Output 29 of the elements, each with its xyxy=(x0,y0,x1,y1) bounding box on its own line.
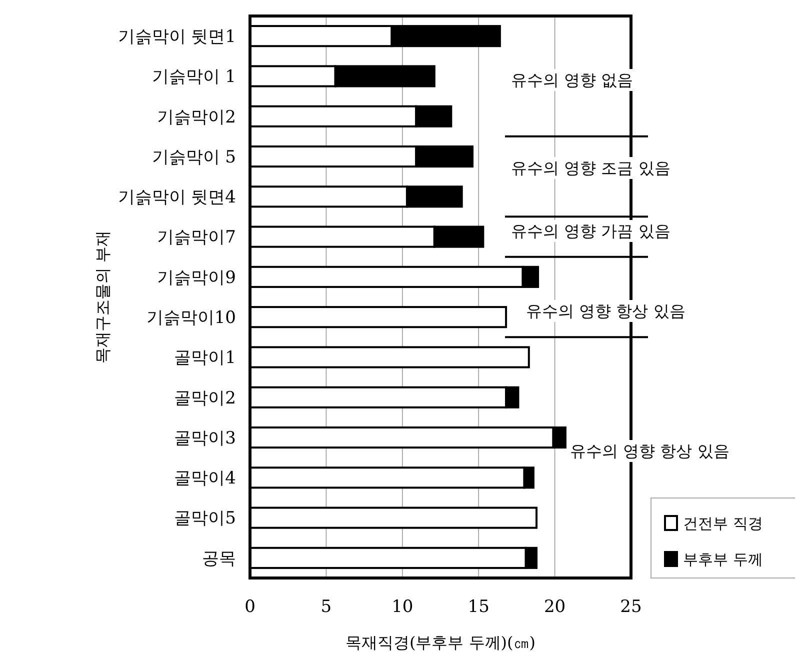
x-tick-label: 25 xyxy=(620,597,642,617)
annotation: 유수의 영향 항상 있음 xyxy=(570,442,730,461)
annotation: 유수의 영향 가끔 있음 xyxy=(511,222,670,241)
x-tick-label: 5 xyxy=(320,597,332,617)
y-tick-label: 기슭막이 5 xyxy=(152,147,236,168)
y-tick-label: 골막이1 xyxy=(174,348,236,368)
y-tick-label: 기슭막이 1 xyxy=(152,67,236,88)
y-tick-label: 골막이3 xyxy=(174,428,236,448)
y-tick-label: 골막이2 xyxy=(174,388,236,408)
x-axis-title: 목재직경(부후부 두께)(㎝) xyxy=(345,633,536,652)
legend-label: 부후부 두께 xyxy=(683,550,763,568)
y-tick-label: 기슭막이 뒷면4 xyxy=(118,188,236,208)
y-tick-label: 공목 xyxy=(202,548,236,569)
y-tick-label: 기슭막이 뒷면1 xyxy=(118,27,236,48)
y-tick-label: 기슭막이9 xyxy=(157,268,236,288)
y-tick-label: 기슭막이2 xyxy=(157,107,236,128)
y-tick-label: 기슭막이7 xyxy=(157,228,236,248)
x-tick-label: 20 xyxy=(544,597,566,617)
y-tick-label: 골막이5 xyxy=(174,508,236,529)
x-tick-label: 15 xyxy=(468,597,490,617)
x-tick-label: 10 xyxy=(392,597,414,617)
annotation: 유수의 영향 없음 xyxy=(511,70,634,90)
y-tick-label: 골막이4 xyxy=(174,468,236,489)
legend-label: 건전부 직경 xyxy=(683,514,763,532)
annotation: 유수의 영향 항상 있음 xyxy=(526,302,686,321)
y-tick-label: 기슭막이10 xyxy=(146,308,236,328)
y-axis-title: 목재구조물의 부재 xyxy=(93,230,112,364)
x-tick-label: 0 xyxy=(244,597,256,617)
annotation: 유수의 영향 조금 있음 xyxy=(511,158,670,178)
